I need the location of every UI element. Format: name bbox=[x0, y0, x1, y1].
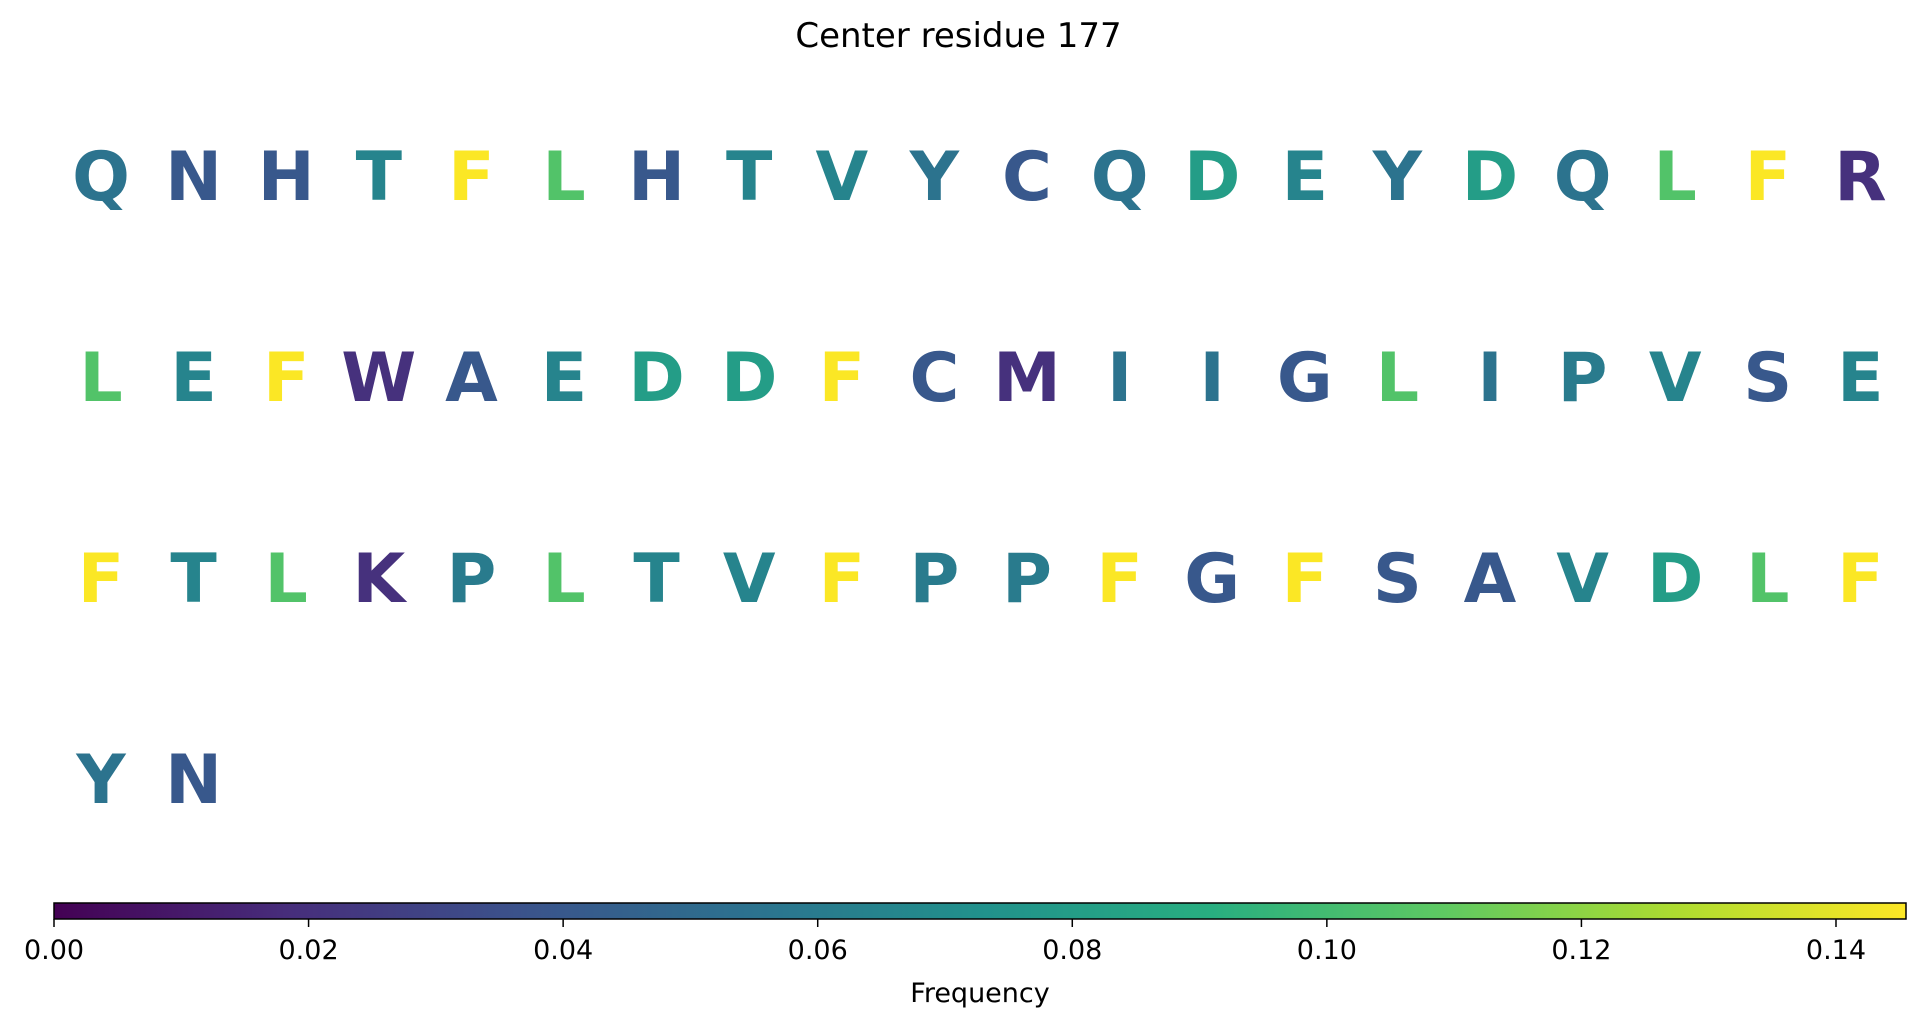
residue-letter: K bbox=[352, 540, 406, 619]
residue-letter: F bbox=[77, 540, 125, 619]
residue-letter: L bbox=[264, 540, 308, 619]
residue-letter: V bbox=[722, 540, 776, 619]
residue-letter: L bbox=[542, 540, 586, 619]
colorbar-tick-label: 0.00 bbox=[24, 935, 84, 966]
residue-letter: D bbox=[1461, 138, 1519, 217]
residue-letter: P bbox=[446, 540, 497, 619]
residue-letter: Q bbox=[72, 138, 130, 217]
residue-letter: C bbox=[1002, 138, 1052, 217]
residue-letter: Q bbox=[1553, 138, 1612, 217]
colorbar-gradient bbox=[53, 902, 1907, 920]
residue-letter: I bbox=[1477, 339, 1503, 418]
residue-letter: H bbox=[257, 138, 315, 217]
residue-letter: D bbox=[628, 339, 685, 418]
residue-letter: P bbox=[1002, 540, 1052, 619]
residue-letter: T bbox=[355, 138, 402, 217]
residue-letter: R bbox=[1834, 138, 1887, 217]
colorbar-tick-label: 0.08 bbox=[1042, 935, 1102, 966]
residue-letter: T bbox=[633, 540, 680, 619]
residue-letter: G bbox=[1276, 339, 1333, 418]
residue-letter: E bbox=[540, 339, 588, 418]
residue-letter: N bbox=[165, 138, 223, 217]
residue-letter: L bbox=[1375, 339, 1420, 418]
residue-letter: L bbox=[1653, 138, 1697, 217]
residue-letter: V bbox=[815, 138, 869, 217]
colorbar-tick-label: 0.06 bbox=[788, 935, 848, 966]
residue-letter: E bbox=[1837, 339, 1884, 418]
colorbar-tick-label: 0.12 bbox=[1551, 935, 1611, 966]
residue-letter: N bbox=[165, 741, 223, 820]
residue-letter: A bbox=[1463, 540, 1517, 619]
residue-letter: F bbox=[262, 339, 310, 418]
residue-letter: F bbox=[1096, 540, 1143, 619]
residue-letter: V bbox=[1556, 540, 1609, 619]
residue-letter: Y bbox=[1372, 138, 1423, 217]
residue-letter: E bbox=[1281, 138, 1329, 217]
residue-letter: D bbox=[1183, 138, 1241, 217]
residue-letter: M bbox=[993, 339, 1061, 418]
residue-letter: F bbox=[1281, 540, 1329, 619]
residue-letter: S bbox=[1743, 339, 1793, 418]
residue-letter: E bbox=[170, 339, 217, 418]
residue-letter: T bbox=[170, 540, 217, 619]
residue-letter: I bbox=[1106, 339, 1133, 418]
colorbar-label: Frequency bbox=[910, 978, 1050, 1009]
residue-letter: I bbox=[1199, 339, 1225, 418]
residue-letter: F bbox=[1744, 138, 1792, 217]
residue-letter: L bbox=[1746, 540, 1790, 619]
colorbar-tick-label: 0.10 bbox=[1297, 935, 1357, 966]
residue-letter: Y bbox=[909, 138, 960, 217]
colorbar-tick-label: 0.14 bbox=[1806, 935, 1866, 966]
residue-letter: P bbox=[1557, 339, 1608, 418]
residue-letter: T bbox=[725, 138, 773, 217]
colorbar-tick-label: 0.04 bbox=[533, 935, 593, 966]
colorbar-tick-label: 0.02 bbox=[279, 935, 339, 966]
residue-letter: D bbox=[720, 339, 778, 418]
residue-letter: C bbox=[909, 339, 960, 418]
residue-letter: W bbox=[341, 339, 417, 418]
residue-letter: G bbox=[1184, 540, 1241, 619]
residue-letter: L bbox=[79, 339, 123, 418]
residue-letter: L bbox=[542, 138, 586, 217]
residue-letter: F bbox=[818, 540, 866, 619]
colorbar-ticks: 0.00 0.02 0.04 0.06 0.08 0.10 0.12 0.14 bbox=[24, 919, 1866, 966]
residue-letter: P bbox=[909, 540, 960, 619]
residue-letter: V bbox=[1648, 339, 1702, 418]
residue-letter: A bbox=[445, 339, 498, 418]
residue-letter: F bbox=[818, 339, 866, 418]
residue-letter: F bbox=[448, 138, 495, 217]
residue-letter: Y bbox=[76, 741, 126, 820]
residue-letter: Q bbox=[1090, 138, 1149, 217]
chart-title: Center residue 177 bbox=[795, 16, 1122, 56]
residue-letter: S bbox=[1372, 540, 1422, 619]
residue-letter: H bbox=[628, 138, 686, 217]
residue-letter: D bbox=[1646, 540, 1704, 619]
residue-letter: F bbox=[1837, 540, 1884, 619]
